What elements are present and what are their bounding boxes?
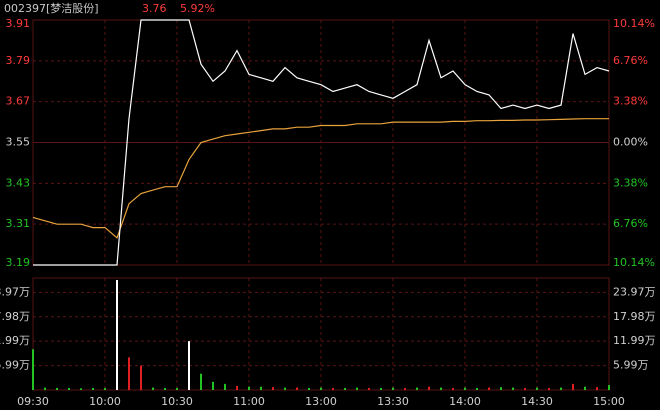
volume-tick-label: 17.98万 xyxy=(613,310,656,323)
volume-bar xyxy=(248,386,250,390)
volume-bar xyxy=(428,386,430,390)
line-price xyxy=(33,19,610,266)
volume-bar xyxy=(560,387,562,390)
volume-bar xyxy=(128,357,130,390)
volume-tick-label: 11.99万 xyxy=(613,334,656,347)
volume-tick-label: 17.98万 xyxy=(0,310,30,323)
volume-bar xyxy=(536,387,538,390)
y-tick-label: 3.67 xyxy=(6,95,31,108)
y-tick-label: 3.43 xyxy=(6,176,31,189)
volume-bar xyxy=(524,387,526,390)
x-tick-label: 10:30 xyxy=(161,395,193,408)
stock-name: 002397[梦洁股份] xyxy=(4,2,99,15)
volume-bar xyxy=(380,387,382,390)
y-tick-label: 3.19 xyxy=(6,256,31,269)
volume-bar xyxy=(500,387,502,390)
volume-bar xyxy=(260,386,262,390)
volume-bar xyxy=(392,387,394,390)
volume-bar xyxy=(320,387,322,390)
volume-bar xyxy=(80,388,82,390)
volume-bar xyxy=(548,387,550,390)
volume-bar xyxy=(44,387,46,390)
volume-bar xyxy=(116,280,118,390)
x-tick-label: 14:00 xyxy=(449,395,481,408)
y2-tick-label: 10.14% xyxy=(613,256,655,269)
volume-bar xyxy=(296,387,298,390)
volume-bar xyxy=(572,383,574,390)
line-average xyxy=(32,118,609,239)
volume-bar xyxy=(440,387,442,390)
volume-bar xyxy=(164,387,166,390)
volume-tick-label: 23.97万 xyxy=(613,285,656,298)
volume-bar xyxy=(152,387,154,390)
volume-bar xyxy=(416,387,418,390)
y-tick-label: 3.31 xyxy=(6,217,31,230)
volume-bar xyxy=(452,387,454,390)
price: 3.76 xyxy=(142,2,167,15)
volume-tick-label: 5.99万 xyxy=(613,359,649,372)
volume-bar xyxy=(224,383,226,390)
volume-bar xyxy=(140,365,142,390)
volume-bar xyxy=(608,385,610,390)
volume-bar xyxy=(596,387,598,390)
volume-bar xyxy=(56,387,58,390)
volume-bar xyxy=(188,341,190,390)
y-tick-label: 3.91 xyxy=(6,17,31,30)
y2-tick-label: 3.38% xyxy=(613,176,648,189)
volume-bar xyxy=(512,387,514,390)
y-tick-label: 3.79 xyxy=(6,54,31,67)
y-tick-label: 3.55 xyxy=(6,136,31,149)
volume-bar xyxy=(104,387,106,390)
x-tick-label: 13:30 xyxy=(377,395,409,408)
x-tick-label: 09:30 xyxy=(17,395,49,408)
volume-bar xyxy=(308,387,310,390)
y2-tick-label: 10.14% xyxy=(613,17,655,30)
volume-tick-label: 5.99万 xyxy=(0,359,30,372)
volume-bar xyxy=(92,387,94,390)
volume-bar xyxy=(272,387,274,390)
volume-tick-label: 23.97万 xyxy=(0,285,30,298)
volume-bar xyxy=(236,385,238,390)
x-tick-label: 15:00 xyxy=(593,395,625,408)
volume-tick-label: 11.99万 xyxy=(0,334,30,347)
x-tick-label: 11:00 xyxy=(233,395,265,408)
change: 5.92% xyxy=(180,2,215,15)
x-tick-label: 10:00 xyxy=(89,395,121,408)
volume-bar xyxy=(176,387,178,390)
volume-bar xyxy=(488,387,490,390)
volume-bar xyxy=(32,349,34,390)
volume-bar xyxy=(200,373,202,390)
volume-bar xyxy=(356,387,358,390)
y2-tick-label: 6.76% xyxy=(613,54,648,67)
volume-bar xyxy=(212,381,214,390)
volume-bar xyxy=(464,387,466,390)
x-tick-label: 13:00 xyxy=(305,395,337,408)
x-tick-label: 14:30 xyxy=(521,395,553,408)
volume-bar xyxy=(584,386,586,390)
y2-tick-label: 3.38% xyxy=(613,95,648,108)
volume-bar xyxy=(476,387,478,390)
y2-tick-label: 0.00% xyxy=(613,136,648,149)
y2-tick-label: 6.76% xyxy=(613,217,648,230)
volume-bar xyxy=(332,387,334,390)
volume-bar xyxy=(344,387,346,390)
volume-bar xyxy=(404,387,406,390)
volume-bar xyxy=(284,387,286,390)
volume-bar xyxy=(368,387,370,390)
volume-bar xyxy=(68,387,70,390)
